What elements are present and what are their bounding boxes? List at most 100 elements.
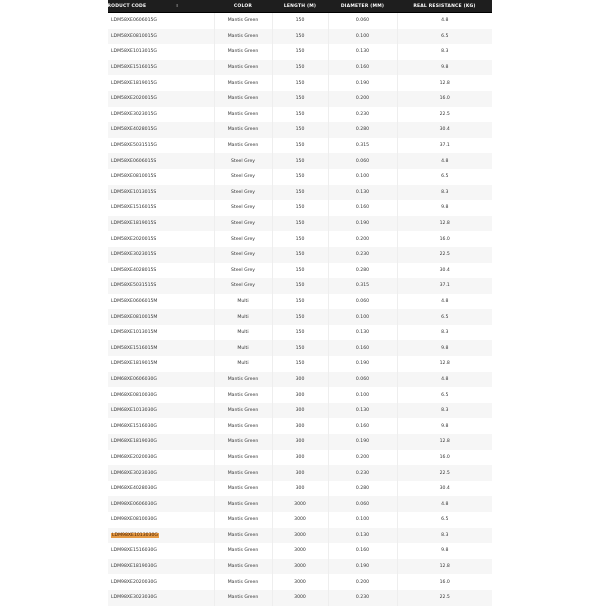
color-cell: Steel Grey (214, 246, 273, 263)
diameter-cell: 0.160 (328, 59, 398, 76)
resistance-text: 16.0 (439, 236, 450, 242)
diameter-text: 0.230 (355, 470, 370, 476)
header-real-resistance[interactable]: REAL RESISTANCE (KG) (397, 0, 492, 13)
color-text: Mantis Green (227, 486, 259, 492)
length-text: 3000 (294, 548, 306, 554)
header-product-code[interactable]: PRODUCT CODE ⁝ (104, 0, 214, 13)
product-code-text: LDM58XE4028015G (111, 127, 157, 133)
length-text: 150 (295, 174, 305, 180)
product-code-cell: LDM68XE1819030G (108, 434, 215, 450)
color-text: Multi (237, 298, 249, 304)
table-row: LDM58XE2020015S Steel Grey 150 0.200 16.0 (108, 231, 492, 247)
product-code-text: LDM58XE1516015G (111, 65, 157, 71)
product-code-cell: LDM58XE0606015S (108, 153, 215, 169)
diameter-text: 0.130 (355, 330, 370, 336)
length-cell: 3000 (272, 558, 329, 575)
table-row: LDM68XE2020030G Mantis Green 300 0.200 16.0 (108, 449, 492, 466)
product-code-text: LDM58XE1819015G (111, 80, 157, 86)
color-cell: Mantis Green (214, 574, 273, 590)
resistance-text: 9.8 (441, 65, 449, 71)
color-cell: Mantis Green (214, 137, 273, 154)
table-row: LDM68XE1516030G Mantis Green 300 0.160 9.8 (108, 418, 492, 435)
table-row: LDM98XE1013030G Mantis Green 3000 0.130 8.3 (108, 527, 492, 544)
length-text: 300 (295, 454, 305, 460)
diameter-cell: 0.200 (328, 231, 398, 247)
product-code-cell: LDM58XE0606015M (108, 293, 215, 310)
color-text: Mantis Green (227, 595, 259, 601)
product-code-text: LDM58XE1819015M (111, 361, 158, 367)
resistance-cell: 22.5 (397, 246, 492, 263)
length-cell: 150 (272, 106, 329, 123)
diameter-text: 0.060 (355, 376, 370, 382)
resistance-cell: 4.8 (397, 153, 492, 169)
length-cell: 3000 (272, 496, 329, 512)
length-cell: 3000 (272, 589, 329, 606)
resistance-cell: 8.3 (397, 527, 492, 544)
diameter-cell: 0.130 (328, 44, 398, 60)
color-text: Steel Grey (231, 174, 255, 180)
product-code-cell: LDM98XE1819030G (108, 558, 215, 575)
resistance-text: 9.8 (441, 205, 449, 211)
sort-icon[interactable]: ⁝ (176, 3, 179, 9)
header-length[interactable]: LENGTH (M) (272, 0, 328, 13)
color-cell: Mantis Green (214, 44, 273, 60)
resistance-text: 6.5 (441, 33, 449, 39)
color-cell: Multi (214, 324, 273, 341)
table-row: LDM98XE2020030G Mantis Green 3000 0.200 16.0 (108, 574, 492, 590)
length-text: 150 (295, 252, 305, 258)
resistance-text: 6.5 (441, 392, 449, 398)
diameter-text: 0.315 (355, 283, 370, 289)
diameter-text: 0.060 (355, 298, 370, 304)
length-text: 150 (295, 33, 305, 39)
color-cell: Mantis Green (214, 480, 273, 497)
length-cell: 150 (272, 262, 329, 279)
diameter-text: 0.100 (355, 314, 370, 320)
product-code-cell: LDM58XE3023015S (108, 246, 215, 263)
length-cell: 300 (272, 387, 329, 403)
resistance-text: 30.4 (439, 486, 450, 492)
resistance-text: 16.0 (439, 96, 450, 102)
diameter-text: 0.100 (355, 392, 370, 398)
product-code-text: LDM58XE5031515G (111, 143, 157, 149)
product-code-text[interactable]: LDM98XE1013030G (111, 532, 159, 538)
color-cell: Mantis Green (214, 434, 273, 450)
product-spec-table: PRODUCT CODE ⁝ COLOR LENGTH (M) DIAMETER … (104, 0, 492, 606)
product-code-cell: LDM98XE2020030G (108, 574, 215, 590)
color-text: Multi (237, 361, 249, 367)
diameter-text: 0.160 (355, 65, 370, 71)
table-row: LDM58XE1516015G Mantis Green 150 0.160 9.8 (108, 59, 492, 76)
product-code-text: LDM58XE0810015S (111, 174, 157, 180)
header-diameter[interactable]: DIAMETER (MM) (328, 0, 397, 13)
length-text: 150 (295, 205, 305, 211)
product-code-cell: LDM58XE4028015G (108, 122, 215, 138)
diameter-cell: 0.130 (328, 324, 398, 341)
diameter-cell: 0.100 (328, 168, 398, 185)
color-cell: Multi (214, 340, 273, 357)
resistance-cell: 8.3 (397, 402, 492, 419)
color-text: Mantis Green (227, 579, 259, 585)
resistance-text: 12.8 (439, 564, 450, 570)
table-row: LDM98XE1516030G Mantis Green 3000 0.160 9.8 (108, 543, 492, 559)
diameter-text: 0.200 (355, 454, 370, 460)
resistance-cell: 30.4 (397, 481, 492, 497)
color-text: Mantis Green (227, 65, 259, 71)
diameter-cell: 0.230 (328, 106, 398, 123)
product-code-text: LDM58XE1013015S (111, 189, 157, 195)
color-text: Mantis Green (227, 392, 259, 398)
color-cell: Mantis Green (214, 402, 273, 419)
length-cell: 150 (272, 28, 329, 45)
length-text: 150 (295, 96, 305, 102)
product-code-text: LDM68XE0606030G (111, 376, 157, 382)
color-cell: Multi (214, 293, 273, 310)
color-text: Mantis Green (227, 127, 259, 133)
product-code-text: LDM98XE0810030G (111, 517, 157, 523)
product-code-text: LDM58XE2020015S (111, 236, 157, 242)
resistance-text: 30.4 (439, 267, 450, 273)
product-code-text: LDM58XE1516015M (111, 345, 158, 351)
product-code-cell: LDM58XE1516015G (108, 59, 215, 76)
length-cell: 300 (272, 449, 329, 466)
product-code-cell: LDM68XE3023030G (108, 465, 215, 481)
color-cell: Mantis Green (214, 418, 273, 435)
header-color[interactable]: COLOR (214, 0, 272, 13)
color-cell: Mantis Green (214, 75, 273, 91)
